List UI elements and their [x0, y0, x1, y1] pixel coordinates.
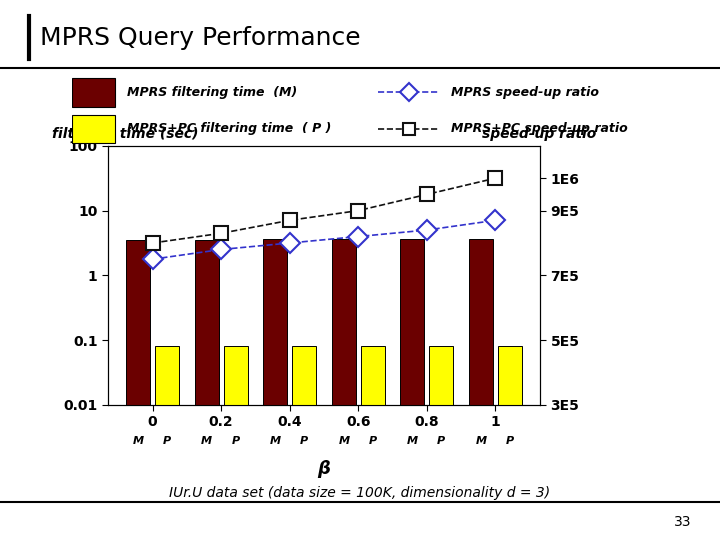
Text: M: M [270, 436, 281, 446]
Bar [469, 239, 493, 540]
Bar [223, 347, 248, 540]
FancyBboxPatch shape [72, 78, 115, 106]
Text: P: P [505, 436, 514, 446]
Text: P: P [437, 436, 445, 446]
Bar [332, 239, 356, 540]
FancyBboxPatch shape [72, 115, 115, 143]
Bar [155, 347, 179, 540]
Text: M: M [475, 436, 487, 446]
Bar [498, 347, 522, 540]
Text: M: M [201, 436, 212, 446]
Text: P: P [163, 436, 171, 446]
Bar [429, 347, 454, 540]
Text: P: P [232, 436, 240, 446]
Text: MPRS+PC speed-up ratio: MPRS+PC speed-up ratio [451, 122, 628, 135]
Text: IUr.U data set (data size = 100K, dimensionality d = 3): IUr.U data set (data size = 100K, dimens… [169, 485, 551, 500]
Bar [361, 347, 384, 540]
Text: MPRS+PC filtering time  ( P ): MPRS+PC filtering time ( P ) [127, 122, 331, 135]
Text: MPRS filtering time  (M): MPRS filtering time (M) [127, 85, 297, 99]
Text: 33: 33 [674, 515, 691, 529]
Text: speed-up ratio: speed-up ratio [482, 126, 596, 140]
Text: P: P [369, 436, 377, 446]
Text: P: P [300, 436, 308, 446]
Text: filtering time (sec): filtering time (sec) [52, 126, 198, 140]
Bar [264, 239, 287, 540]
Text: M: M [132, 436, 144, 446]
Bar [194, 240, 219, 540]
Text: M: M [338, 436, 349, 446]
X-axis label: β: β [318, 460, 330, 478]
Text: MPRS Query Performance: MPRS Query Performance [40, 26, 360, 50]
Text: M: M [407, 436, 418, 446]
Bar [126, 240, 150, 540]
Bar [292, 347, 316, 540]
Bar [400, 239, 425, 540]
Text: MPRS speed-up ratio: MPRS speed-up ratio [451, 85, 600, 99]
